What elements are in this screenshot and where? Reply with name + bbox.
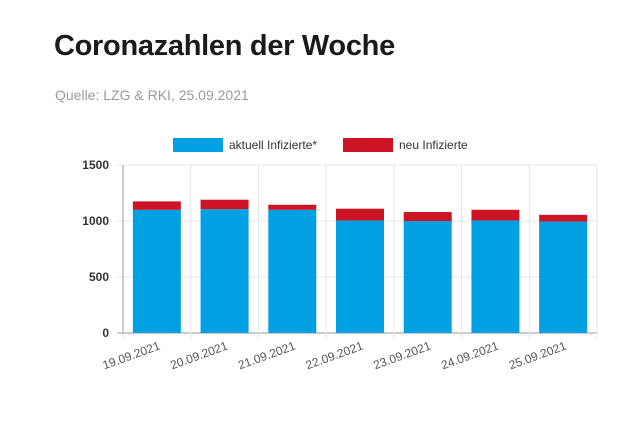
source-note: Quelle: LZG & RKI, 25.09.2021 bbox=[55, 87, 249, 103]
bar-neu-infizierte bbox=[403, 212, 452, 221]
page-title: Coronazahlen der Woche bbox=[54, 30, 395, 62]
x-tick-label: 24.09.2021 bbox=[439, 339, 501, 373]
legend-label: aktuell Infizierte* bbox=[229, 138, 317, 152]
bar-neu-infizierte bbox=[471, 209, 520, 221]
bar-neu-infizierte bbox=[539, 214, 588, 222]
bar-aktuell-infizierte bbox=[132, 209, 181, 333]
bar-neu-infizierte bbox=[200, 199, 249, 210]
bar-aktuell-infizierte bbox=[403, 221, 452, 333]
x-tick-label: 25.09.2021 bbox=[507, 339, 569, 373]
bar-neu-infizierte bbox=[336, 208, 384, 221]
bar-aktuell-infizierte bbox=[336, 220, 384, 333]
bar-aktuell-infizierte bbox=[268, 209, 317, 333]
y-tick-label: 0 bbox=[102, 326, 109, 340]
x-tick-label: 23.09.2021 bbox=[372, 339, 434, 373]
x-tick-label: 20.09.2021 bbox=[168, 339, 230, 373]
bar-aktuell-infizierte bbox=[539, 221, 588, 333]
y-tick-label: 1500 bbox=[82, 158, 109, 172]
y-tick-label: 500 bbox=[89, 270, 109, 284]
legend-label: neu Infizierte bbox=[399, 138, 468, 152]
bar-neu-infizierte bbox=[268, 204, 317, 210]
y-tick-label: 1000 bbox=[82, 214, 109, 228]
x-tick-label: 21.09.2021 bbox=[236, 339, 298, 373]
legend-swatch bbox=[173, 138, 223, 152]
bar-neu-infizierte bbox=[132, 201, 181, 210]
x-tick-label: 22.09.2021 bbox=[304, 339, 366, 373]
x-tick-label: 19.09.2021 bbox=[101, 339, 163, 373]
bar-aktuell-infizierte bbox=[200, 209, 249, 333]
legend-swatch bbox=[343, 138, 393, 152]
bar-aktuell-infizierte bbox=[471, 220, 520, 333]
